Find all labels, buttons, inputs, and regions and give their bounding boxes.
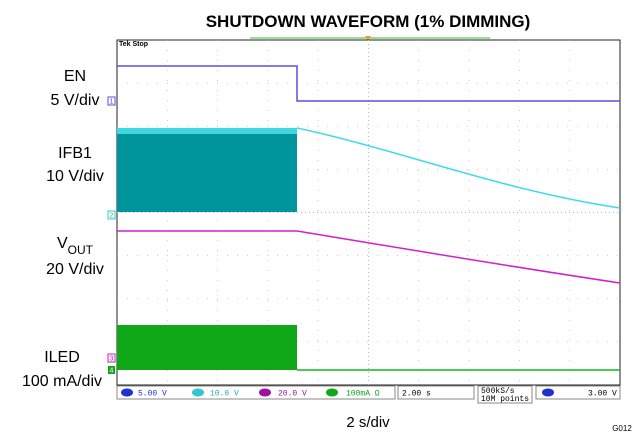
trigger-marker — [365, 36, 371, 41]
marker-box — [108, 366, 115, 374]
marker: 1 — [110, 99, 114, 106]
ch-badge — [121, 388, 133, 397]
figure-id: G012 — [612, 424, 632, 433]
en-trace — [117, 65, 620, 102]
marker: 2 — [110, 213, 114, 220]
channel-scale: 10 V/div — [46, 168, 104, 185]
title: SHUTDOWN WAVEFORM (1% DIMMING) — [206, 12, 531, 31]
channel-name: EN — [64, 68, 86, 85]
channel-name-main: V — [57, 235, 68, 252]
marker: 4 — [110, 368, 114, 375]
channel-name: IFB1 — [58, 145, 92, 162]
iled-switching — [117, 325, 297, 370]
vout-trace — [117, 230, 621, 284]
status-box — [397, 385, 475, 400]
grid — [117, 40, 620, 385]
channel-scale: 100 mA/div — [22, 373, 102, 390]
channel-name: ILED — [44, 349, 80, 366]
channel-name-sub: OUT — [68, 243, 94, 257]
status-box — [535, 385, 621, 400]
channel-name: VOUT — [57, 235, 94, 257]
ch-badge — [542, 388, 554, 397]
status: 2.00 s — [402, 390, 431, 399]
marker-box — [107, 210, 116, 220]
ifb1-trace — [296, 127, 621, 209]
marker-box — [107, 353, 116, 363]
ifb1-switching-top — [117, 128, 297, 134]
ch-badge — [192, 388, 204, 397]
marker-box — [107, 96, 116, 106]
status: 100mA Ω — [346, 390, 380, 399]
x-scale: 2 s/div — [346, 414, 390, 431]
status: 5.00 V — [138, 390, 167, 399]
ch-badge — [326, 388, 338, 397]
status: 500kS/s — [481, 387, 515, 396]
scope-status: Tek Stop — [119, 41, 148, 48]
marker: 3 — [110, 356, 114, 363]
status-box — [116, 385, 396, 400]
status: 3.00 V — [588, 390, 617, 399]
status: 10.0 V — [210, 390, 239, 399]
channel-scale: 20 V/div — [46, 261, 104, 278]
ch-badge — [259, 388, 271, 397]
channel-scale: 5 V/div — [51, 92, 100, 109]
status: 10M points — [481, 395, 529, 404]
status: 20.0 V — [278, 390, 307, 399]
status-box — [477, 385, 533, 404]
ifb1-switching — [117, 128, 297, 212]
